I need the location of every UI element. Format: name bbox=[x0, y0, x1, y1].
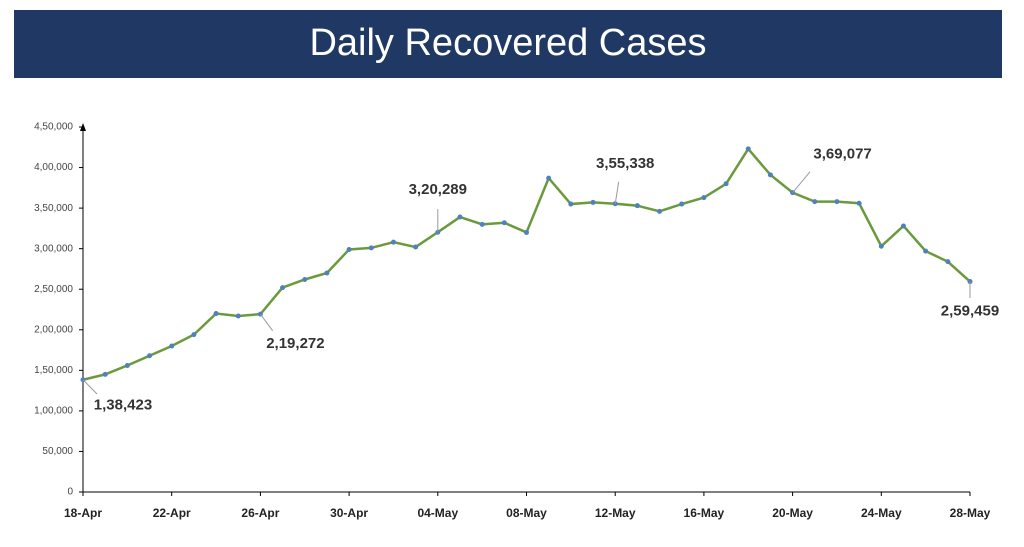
marker bbox=[324, 270, 330, 276]
y-tick-label: 1,00,000 bbox=[34, 406, 73, 417]
marker bbox=[657, 208, 663, 214]
marker bbox=[302, 276, 308, 282]
x-tick-label: 30-Apr bbox=[330, 506, 368, 520]
x-tick-label: 08-May bbox=[506, 506, 547, 520]
marker bbox=[679, 201, 685, 207]
marker bbox=[235, 313, 241, 319]
data-label: 3,69,077 bbox=[813, 146, 871, 163]
x-tick-label: 12-May bbox=[595, 506, 636, 520]
line bbox=[82, 146, 971, 381]
x-tick-label: 18-Apr bbox=[64, 506, 102, 520]
x-tick-label: 26-Apr bbox=[241, 506, 279, 520]
y-tick-label: 0 bbox=[67, 487, 73, 498]
y-tick-label: 1,50,000 bbox=[34, 365, 73, 376]
leader-line bbox=[82, 379, 98, 395]
marker bbox=[900, 223, 906, 229]
marker bbox=[834, 199, 840, 205]
marker bbox=[501, 220, 507, 226]
data-label: 1,38,423 bbox=[94, 397, 152, 414]
leader-line bbox=[259, 313, 274, 331]
leader-line bbox=[792, 171, 811, 193]
data-label: 2,19,272 bbox=[266, 335, 324, 352]
x-tick-label: 22-Apr bbox=[153, 506, 191, 520]
x-tick-label: 24-May bbox=[861, 506, 902, 520]
x-tick-label: 20-May bbox=[772, 506, 813, 520]
marker bbox=[390, 239, 396, 245]
y-tick-label: 3,50,000 bbox=[34, 203, 73, 214]
marker bbox=[590, 199, 596, 205]
marker bbox=[457, 214, 463, 220]
leader-line bbox=[614, 181, 620, 204]
marker bbox=[568, 201, 574, 207]
y-tick-label: 2,00,000 bbox=[34, 324, 73, 335]
y-tick-label: 4,00,000 bbox=[34, 162, 73, 173]
marker bbox=[546, 175, 552, 181]
x-tick-label: 16-May bbox=[684, 506, 725, 520]
marker bbox=[147, 353, 153, 359]
marker bbox=[213, 311, 219, 317]
marker bbox=[413, 244, 419, 250]
y-tick-label: 3,00,000 bbox=[34, 243, 73, 254]
data-label: 3,20,289 bbox=[409, 181, 467, 198]
x-tick-label: 04-May bbox=[417, 506, 458, 520]
marker bbox=[191, 332, 197, 338]
marker bbox=[634, 203, 640, 209]
y-tick-label: 2,50,000 bbox=[34, 284, 73, 295]
marker bbox=[878, 243, 884, 249]
marker bbox=[856, 200, 862, 206]
marker bbox=[723, 181, 729, 187]
data-label: 2,59,459 bbox=[941, 303, 999, 320]
y-tick-label: 50,000 bbox=[42, 446, 73, 457]
marker bbox=[745, 146, 751, 152]
marker bbox=[124, 362, 130, 368]
marker bbox=[812, 199, 818, 205]
y-tick-label: 4,50,000 bbox=[34, 122, 73, 133]
marker bbox=[923, 248, 929, 254]
data-label: 3,55,338 bbox=[596, 155, 654, 172]
x-tick-label: 28-May bbox=[950, 506, 991, 520]
marker bbox=[280, 285, 286, 291]
marker bbox=[767, 172, 773, 178]
marker bbox=[346, 246, 352, 252]
marker bbox=[479, 221, 485, 227]
marker bbox=[524, 229, 529, 235]
marker bbox=[169, 343, 175, 349]
marker bbox=[701, 195, 707, 201]
marker bbox=[102, 371, 108, 377]
chart-title: Daily Recovered Cases bbox=[309, 22, 706, 64]
marker bbox=[945, 259, 951, 265]
marker bbox=[368, 245, 374, 251]
title-banner bbox=[14, 10, 1002, 78]
